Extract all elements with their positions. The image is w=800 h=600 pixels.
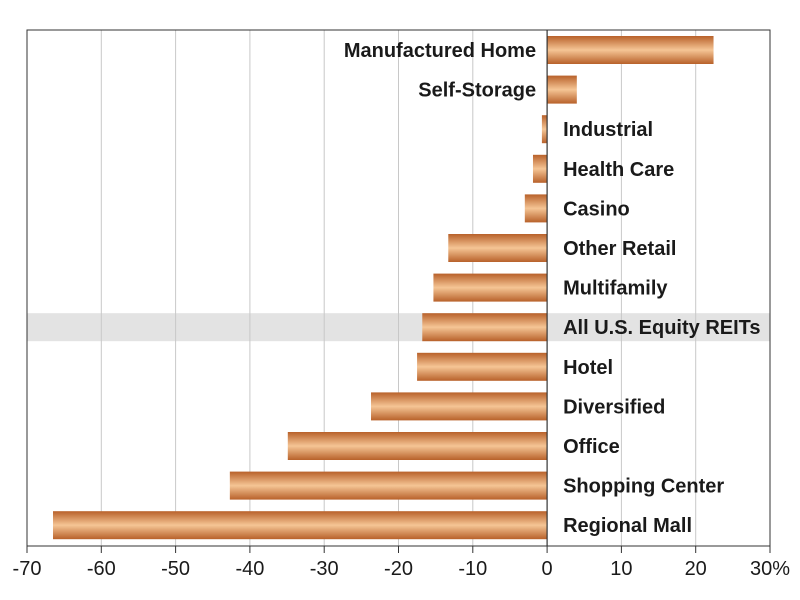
bar	[541, 115, 548, 144]
category-label: Casino	[563, 198, 630, 220]
category-label: Diversified	[563, 396, 665, 418]
x-tick-label: -70	[13, 558, 42, 580]
x-tick-label: -10	[458, 558, 487, 580]
x-tick-label: 20	[685, 558, 707, 580]
x-tick-label: 0	[542, 558, 553, 580]
category-label: Multifamily	[563, 278, 668, 300]
x-tick-label: -40	[235, 558, 264, 580]
x-tick-label: -30	[310, 558, 339, 580]
category-label: Hotel	[563, 357, 613, 379]
x-tick-label: -50	[161, 558, 190, 580]
category-label: Manufactured Home	[344, 40, 536, 62]
bar	[371, 392, 548, 421]
bar	[448, 234, 548, 262]
bar	[422, 313, 548, 342]
x-tick-label: -20	[384, 558, 413, 580]
bar	[433, 273, 548, 302]
bar	[547, 36, 714, 64]
bar	[287, 432, 548, 460]
category-label: All U.S. Equity REITs	[563, 317, 760, 339]
category-label: Self-Storage	[418, 80, 536, 102]
bar	[417, 352, 548, 381]
category-label: Regional Mall	[563, 515, 692, 537]
bar	[532, 154, 548, 183]
bar	[547, 75, 577, 104]
category-label: Office	[563, 436, 620, 458]
bar	[53, 511, 548, 540]
x-tick-label: 10	[610, 558, 632, 580]
bar	[524, 194, 548, 223]
x-tick-label: 30%	[750, 558, 790, 580]
category-label: Other Retail	[563, 238, 676, 260]
category-label: Shopping Center	[563, 476, 724, 498]
x-tick-label: -60	[87, 558, 116, 580]
category-label: Health Care	[563, 159, 674, 181]
bar	[229, 471, 548, 500]
category-label: Industrial	[563, 119, 653, 141]
